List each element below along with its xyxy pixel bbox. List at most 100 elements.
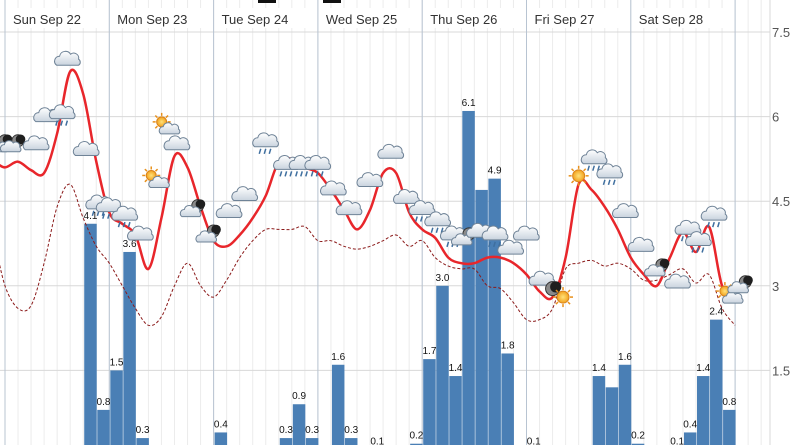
sun-ray [717, 284, 722, 288]
cloud-icon [54, 50, 81, 66]
sun-icon [553, 287, 574, 308]
rain-drop [707, 221, 710, 228]
rain-drop [91, 210, 95, 217]
cloud-rain-icon [674, 219, 702, 242]
precipitation-bar [723, 409, 736, 445]
rain-drop [497, 241, 501, 248]
precipitation-bar [344, 438, 358, 445]
day-label-bg [528, 8, 625, 28]
rain-drop [435, 227, 439, 233]
cloud-icon [513, 225, 540, 241]
cloud-shape [722, 291, 744, 304]
sun-ray [583, 168, 587, 172]
sun-disc [572, 169, 586, 183]
rain-drop [268, 148, 272, 155]
bar-value-label: 6.1 [462, 98, 476, 109]
sun-ray [555, 289, 559, 293]
rain-drop [300, 171, 303, 177]
cloud-shape [148, 175, 170, 188]
day-label: Tue Sep 24 [222, 12, 289, 27]
bar-value-label: 0.1 [527, 436, 541, 445]
rain-drop [127, 221, 131, 228]
cloud-shape [195, 230, 217, 243]
rain-drop [284, 171, 288, 177]
cloud-shape [513, 225, 540, 241]
bar-value-label: 0.4 [683, 419, 697, 430]
sun-ray [144, 168, 148, 172]
cloud-rain-icon [481, 225, 509, 248]
moon-shadow [211, 224, 221, 235]
rain-drop [305, 171, 308, 177]
y-tick-label: 1.5 [772, 363, 790, 378]
rain-drop [696, 247, 700, 253]
precipitation-bar [331, 364, 345, 445]
bar-value-label: 1.5 [110, 357, 124, 368]
moon-shadow [743, 275, 753, 286]
cloud-icon [231, 186, 259, 202]
precipitation-bar [449, 376, 462, 445]
bar-value-label: 0.4 [214, 419, 228, 430]
day-label: Mon Sep 23 [117, 12, 187, 27]
cloud-icon [627, 237, 655, 252]
rain-drop [60, 120, 64, 126]
cloud-shape [727, 281, 749, 294]
sun-ray [583, 180, 587, 184]
cloud-shape [127, 225, 154, 241]
rain-drop [612, 179, 616, 186]
bar-value-label: 0.2 [409, 431, 423, 442]
day-label-bg [111, 8, 208, 28]
moon-shadow [550, 281, 562, 293]
bar-value-label: 0.3 [305, 425, 319, 436]
sun-ray [567, 289, 571, 293]
cloud-shape [497, 239, 524, 255]
bar-value-label: 0.3 [136, 425, 150, 436]
moon-cloud-icon [727, 275, 753, 294]
rain-drop [592, 165, 596, 171]
cloud-icon [335, 200, 363, 216]
cloud-shape [158, 122, 181, 135]
moon-shadow [659, 258, 670, 269]
bar-value-label: 1.7 [422, 346, 436, 357]
rain-drop [107, 213, 111, 219]
y-tick-label: 6 [772, 110, 779, 125]
rain-drop [602, 179, 606, 186]
rain-drop [315, 171, 319, 177]
rain-drop [117, 221, 121, 228]
cloud-rain-icon [424, 211, 451, 233]
rain-drop [691, 247, 695, 253]
rain-drop [717, 221, 720, 228]
bar-value-label: 1.4 [592, 363, 606, 374]
cloud-shape [320, 180, 347, 196]
sun-ray [717, 294, 722, 298]
sun-ray [154, 114, 158, 119]
day-label: Sat Sep 28 [639, 12, 703, 27]
cloud-shape [335, 200, 363, 216]
day-label-bg [215, 8, 312, 28]
precipitation-bar [136, 438, 149, 445]
bar-value-label: 1.6 [331, 352, 345, 363]
rain-drop [587, 165, 591, 171]
cloud-rain-icon [304, 155, 332, 177]
bar-value-label: 3.6 [123, 239, 137, 250]
dashed-series-line [0, 183, 736, 327]
rain-drop [263, 148, 267, 155]
day-label: Sun Sep 22 [13, 12, 81, 27]
precipitation-bar [475, 189, 488, 445]
bar-value-label: 0.1 [670, 436, 684, 445]
precipitation-bar [110, 370, 123, 445]
cloud-icon [497, 239, 524, 255]
day-label: Wed Sep 25 [326, 12, 397, 27]
precipitation-bar [631, 443, 645, 445]
rain-drop [419, 216, 423, 222]
day-label: Fri Sep 27 [535, 12, 595, 27]
precipitation-bar [696, 376, 710, 445]
bar-value-label: 0.8 [97, 397, 111, 408]
bar-value-label: 0.9 [292, 391, 306, 402]
y-tick-label: 7.5 [772, 25, 790, 40]
rain-drop [701, 247, 705, 253]
cloud-rain-icon [685, 231, 712, 253]
cloud-shape [481, 225, 509, 241]
y-tick-label: 4.5 [772, 194, 790, 209]
cloud-icon [72, 141, 100, 156]
